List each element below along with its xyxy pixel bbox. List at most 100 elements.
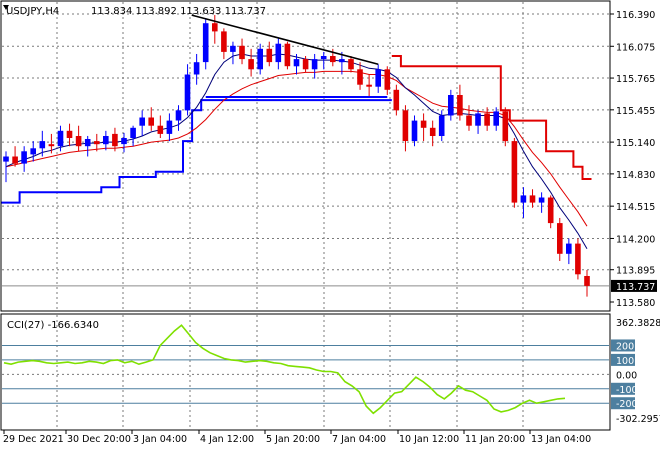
candle-body [257,48,263,70]
candle-body [429,127,436,136]
time-tick-label: 4 Jan 12:00 [200,434,254,445]
cci-line [3,324,566,415]
candle-body [75,136,82,147]
current-price-tag-label: 113.737 [616,282,655,293]
cci-tick-label: -200 [616,399,638,410]
candle-body [139,117,145,126]
candle-body [94,141,100,145]
candle-body [166,120,173,134]
candle-body [48,144,55,147]
cci-tick-label: 100 [616,356,634,367]
candle-body [148,117,154,126]
candle-body [239,45,245,60]
candle-body [448,95,454,116]
price-plot [1,14,609,297]
candle-body [30,148,36,155]
candle-body [266,48,273,63]
ohlc-label: 113.834 113.892 113.633 113.737 [91,6,266,17]
candle-body [520,195,527,203]
candle-body [339,59,345,63]
price-tick-label: 115.765 [616,74,655,85]
candle-body [221,31,227,52]
candle-body [84,139,91,147]
candle-body [248,59,254,70]
candle-body [420,120,427,128]
candle-body [557,223,563,254]
price-tick-label: 113.895 [616,266,655,277]
candle-body [39,141,46,149]
cci-tick-label: 362.3828 [616,318,660,329]
candle-body [121,138,127,145]
cci-tick-label: 200 [616,341,634,352]
candle-body [457,95,463,116]
candle-body [375,69,381,87]
candle-body [57,130,64,147]
candle-body [175,110,182,121]
candle-body [130,127,136,138]
candle-body [66,130,73,138]
cci-pane-frame [0,313,611,431]
candle-body [547,197,554,224]
support-step-line [1,99,392,204]
time-tick-label: 30 Dec 20:00 [67,434,131,445]
cci-level-tag [611,382,635,395]
price-tick-label: 114.200 [616,234,655,245]
candle-body [529,195,536,203]
cci-tick-label: -302.2957 [616,414,660,425]
cci-label: CCI(27) -166.6340 [7,320,99,331]
price-tick-label: 115.455 [616,106,655,117]
candle-body [3,156,9,162]
price-tick-label: 115.140 [616,138,655,149]
candle-body [402,110,409,141]
candle-body [212,23,218,32]
candle-body [284,43,291,67]
time-tick-label: 3 Jan 04:00 [133,434,187,445]
time-tick-label: 11 Jan 20:00 [465,434,525,445]
time-tick-label: 10 Jan 12:00 [399,434,459,445]
symbol-label: USDJPY,H4 [6,6,59,17]
time-axis: 29 Dec 2021 30 Dec 20:00 3 Jan 04:00 4 Jan … [3,430,591,445]
cci-level-tag [611,353,635,366]
candle-body [575,243,581,275]
price-axis: 116.390 116.075 115.765 115.455 115.140 114.8… [610,10,657,309]
cci-axis: 362.3828 200 100 0.00 -100 -200 -302.2957 [611,318,660,425]
candle-body [193,62,200,75]
candle-body [112,133,118,147]
time-tick-label: 5 Jan 20:00 [266,434,320,445]
candle-body [21,151,27,164]
resistance-trendline[interactable] [191,14,379,65]
candle-body [202,23,209,63]
price-tick-label: 114.830 [616,170,655,181]
candle-body [466,115,472,126]
candle-body [311,59,318,70]
candle-body [475,113,481,126]
candle-body [493,111,499,126]
candle-body [357,69,363,85]
candle-body [411,120,418,142]
price-tick-label: 116.390 [616,10,655,21]
candle-body [566,243,572,254]
candle-body [275,43,282,63]
candle-body [293,59,300,67]
candle-body [384,69,391,90]
candle-body [184,74,191,111]
time-tick-label: 29 Dec 2021 [3,434,64,445]
candle-body [511,141,518,203]
current-price-tag [611,279,657,292]
candle-body [502,111,509,142]
cci-tick-label: -100 [616,385,638,396]
candle-body [103,136,109,145]
price-pane-frame [0,0,611,312]
candle-body [484,113,490,126]
candle-body [157,125,164,134]
candle-body [302,59,309,70]
price-gridlines [2,2,609,310]
candle-body [538,197,545,203]
cci-level-tag [611,339,635,352]
candle-body [320,56,327,60]
cci-level-tag [611,397,635,410]
time-tick-label: 7 Jan 04:00 [332,434,386,445]
candle-body [330,56,336,63]
collapse-arrow-icon[interactable] [3,5,9,10]
